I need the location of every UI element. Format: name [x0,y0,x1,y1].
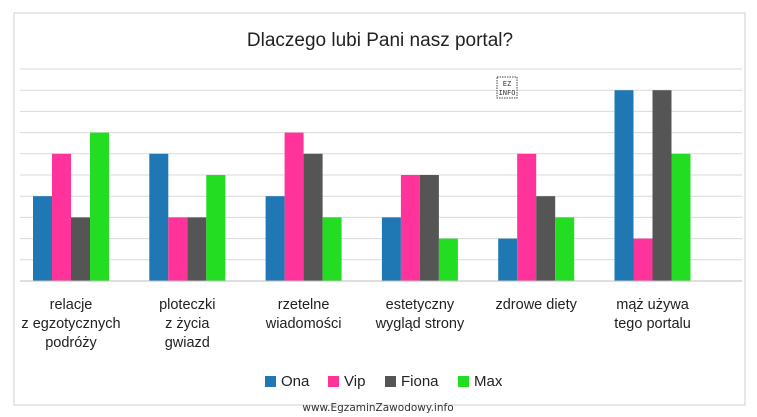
bar-vip-4 [400,175,420,281]
bar-vip-3 [284,132,304,281]
bar-max-6 [671,153,691,281]
category-label: ploteczki z życia gwiazd [159,297,215,351]
bar-ona-1 [33,196,52,281]
legend-swatch-fiona [385,376,396,387]
ez-logo: EZ INFO [496,76,518,99]
bars [33,90,691,281]
chart-frame [13,12,746,406]
category-label: relacje z egzotycznych podróży [21,297,120,351]
bar-vip-5 [517,153,537,281]
ez-logo-line-2: INFO [499,89,516,97]
bar-ona-5 [498,238,518,281]
legend-label-vip: Vip [344,373,365,390]
category-label-line: z życia [165,316,210,332]
category-label-line: ploteczki [159,297,215,313]
category-label-line: wygląd strony [375,316,465,332]
watermark: www.EgzaminZawodowy.info [302,402,453,414]
category-label-line: wiadomości [265,316,342,332]
legend-label-max: Max [474,373,503,390]
legend-swatch-max [458,376,469,387]
category-label-line: podróży [45,335,97,351]
gridlines [20,68,742,261]
category-label-line: tego portalu [614,316,691,332]
bar-ona-4 [381,217,401,281]
bar-vip-2 [168,217,188,281]
bar-vip-6 [633,238,653,281]
bar-fiona-4 [419,175,439,281]
bar-max-1 [90,132,109,281]
bar-fiona-5 [536,196,556,281]
category-label-line: zdrowe diety [495,297,577,313]
bar-vip-1 [52,153,71,281]
category-label-line: z egzotycznych [21,316,120,332]
bar-ona-2 [149,153,169,281]
chart-title: Dlaczego lubi Pani nasz portal? [247,30,513,51]
category-label-line: gwiazd [165,335,210,351]
bar-max-5 [555,217,575,281]
bar-ona-6 [614,90,634,281]
bar-ona-3 [265,196,285,281]
category-label-line: estetyczny [386,297,455,313]
bar-fiona-2 [187,217,207,281]
category-label-line: mąż używa [616,297,689,313]
ez-logo-line-1: EZ [503,80,511,88]
ez-logo-box [496,76,518,99]
bar-fiona-6 [652,90,672,281]
category-label: estetyczny wygląd strony [375,297,465,332]
bar-max-2 [206,175,226,281]
category-label-line: rzetelne [278,297,330,313]
bar-fiona-3 [303,153,323,281]
bar-max-3 [322,217,342,281]
legend-swatch-ona [265,376,276,387]
legend-swatch-vip [328,376,339,387]
legend: Ona Vip Fiona Max [265,373,503,390]
bar-max-4 [438,238,458,281]
category-label-line: relacje [50,297,93,313]
category-label: mąż używa tego portalu [614,297,691,332]
bar-fiona-1 [71,217,90,281]
category-label: zdrowe diety [495,297,577,313]
legend-label-fiona: Fiona [401,373,439,390]
category-labels: relacje z egzotycznych podróży ploteczki z ż… [21,297,690,351]
category-label: rzetelne wiadomości [265,297,342,332]
legend-label-ona: Ona [281,373,310,390]
